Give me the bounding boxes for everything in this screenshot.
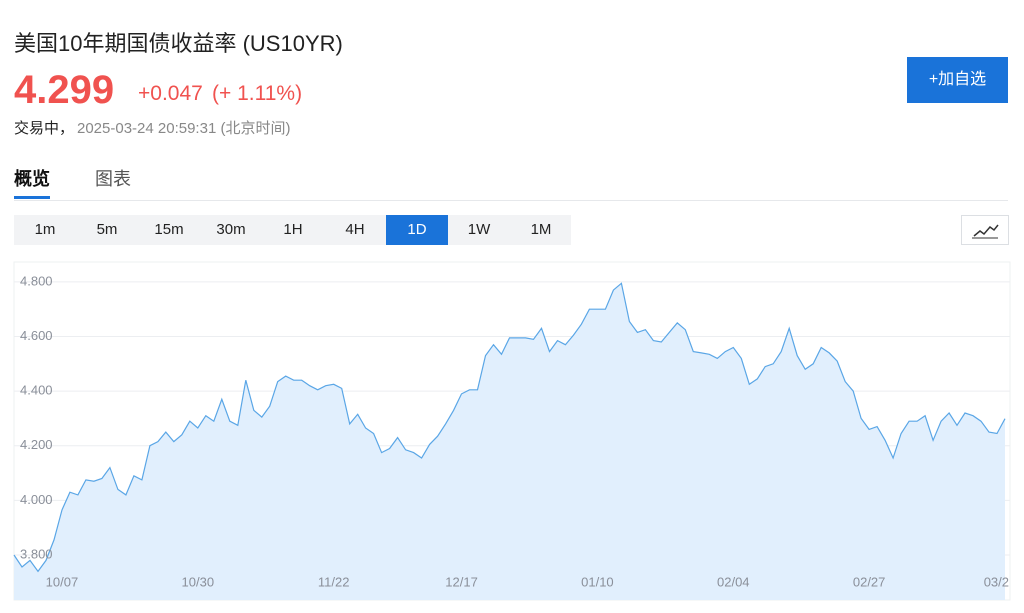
x-tick-label: 02/27 (853, 574, 886, 589)
interval-button[interactable]: 1M (530, 221, 552, 238)
x-tick-label: 12/17 (445, 574, 478, 589)
line (13, 282, 1006, 573)
x-tick-label: 01/10 (581, 574, 614, 589)
y-tick-label: 4.000 (20, 492, 53, 507)
change-pct: (+ 1.11%) (212, 82, 303, 105)
y-tick-label: 4.800 (20, 273, 53, 288)
title: 美国10年期国债收益率 (US10YR) (14, 31, 343, 56)
interval-button[interactable]: 1W (467, 221, 491, 238)
tab[interactable]: 概览 (14, 169, 50, 189)
add-watchlist-button[interactable]: +加自选 (907, 57, 1008, 103)
divider (14, 200, 1008, 201)
price: 4.299 (14, 68, 115, 112)
interval-button[interactable]: 1D (386, 215, 448, 245)
interval-bar (14, 215, 571, 245)
x-tick-label: 11/22 (318, 574, 350, 589)
y-tick-label: 4.600 (20, 328, 53, 343)
change: +0.047 (138, 82, 203, 105)
y-tick-label: 4.200 (20, 437, 53, 452)
x-tick-label: 10/30 (182, 574, 215, 589)
status: 交易中， (14, 120, 75, 137)
chart-icon (972, 224, 999, 239)
chart-type-button[interactable] (961, 215, 1009, 245)
interval-button[interactable]: 1H (283, 221, 303, 238)
interval-button[interactable]: 30m (216, 221, 246, 238)
tab[interactable]: 图表 (95, 169, 131, 189)
y-tick-label: 3.800 (20, 546, 53, 561)
x-tick-label: 10/07 (46, 574, 79, 589)
tab-indicator (14, 196, 50, 199)
interval-button[interactable]: 4H (345, 221, 365, 238)
area (14, 283, 1005, 600)
y-tick-label: 4.400 (20, 383, 53, 398)
interval-button[interactable]: 5m (96, 221, 118, 238)
timestamp: 2025-03-24 20:59:31 (北京时间) (77, 120, 291, 137)
interval-button[interactable]: 1m (34, 221, 56, 238)
interval-button[interactable]: 15m (154, 221, 184, 238)
x-tick-label: 03/2 (984, 574, 1009, 589)
x-tick-label: 02/04 (717, 574, 750, 589)
